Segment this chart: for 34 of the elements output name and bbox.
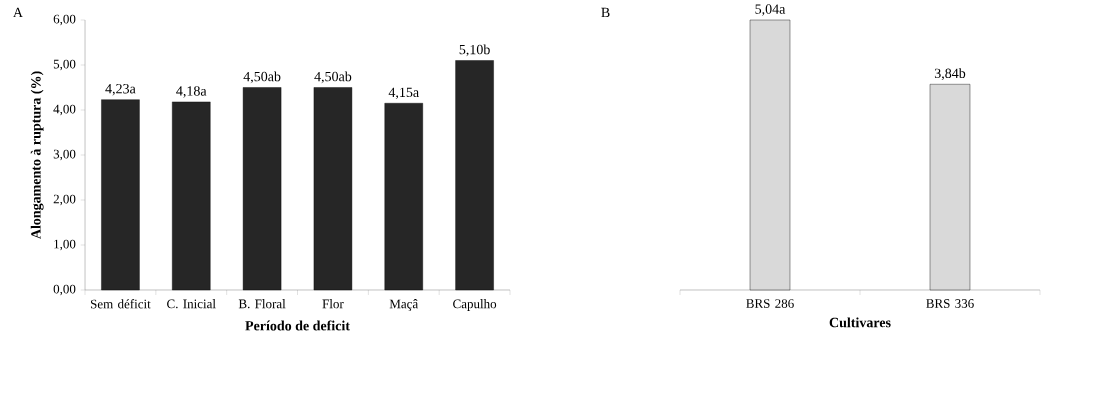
x-tick-label: B. Floral [238,299,286,309]
bar [313,87,353,291]
y-tick-label: 1,00 [54,239,76,251]
data-label: 4,23a [105,84,136,96]
y-tick-label: 4,00 [53,104,76,116]
data-label: 3,84b [934,68,966,81]
data-label: 4,50ab [314,71,352,84]
x-tick-label: BRS 336 [926,299,974,308]
x-tick-label: Sem déficit [90,299,151,309]
x-tick-label: Capulho [453,299,497,311]
y-tick-label: 2,00 [53,194,76,206]
text: A [13,7,23,18]
data-label: 5,04a [755,4,786,16]
data-label: 5,10b [459,44,490,57]
x-tick-label: C. Inicial [167,299,216,309]
x-tick-label: BRS 286 [746,299,794,308]
x-axis-title: Cultivares [829,317,891,328]
bar [384,103,423,291]
y-tick-label: 6,00 [53,14,76,26]
bar [172,101,211,291]
y-tick-label: 5,00 [53,59,76,71]
y-tick-label: 3,00 [53,149,76,161]
x-tick-label: Flor [322,299,344,309]
y-tick-label: 0,00 [53,284,76,296]
text: B [601,7,610,18]
bar [455,60,494,291]
x-axis-title: Período de deficit [245,320,350,331]
data-label: 4,18a [176,86,207,98]
bar [101,99,140,291]
data-label: 4,50ab [243,71,281,84]
x-tick-label: Maçâ [389,299,419,311]
bar [242,87,282,291]
y-axis-title: Alongamento à ruptura (%) [30,71,44,240]
data-label: 4,15a [388,87,419,100]
